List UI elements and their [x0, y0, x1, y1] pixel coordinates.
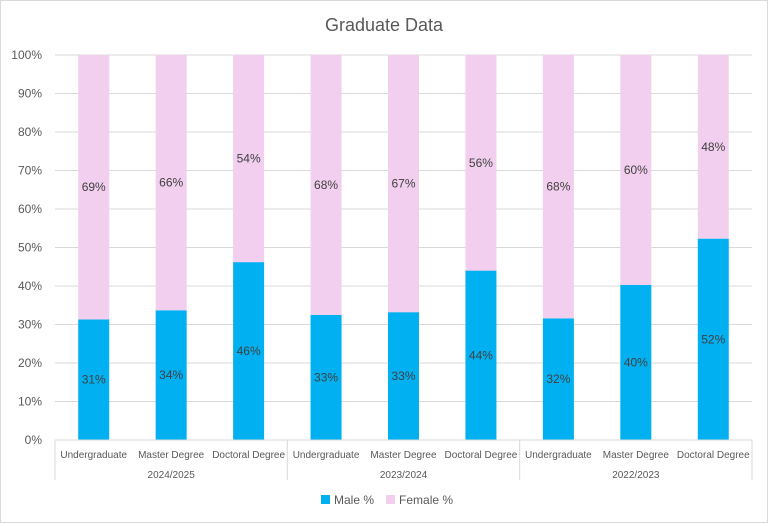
x-group-label: 2024/2025: [148, 470, 196, 481]
y-tick-label: 50%: [18, 241, 42, 255]
data-label: 52%: [701, 332, 725, 346]
x-category-label: Undergraduate: [60, 450, 127, 461]
bar-female: [78, 55, 110, 320]
bar-male: [233, 262, 265, 440]
data-label: 34%: [159, 368, 183, 382]
data-label: 68%: [546, 180, 570, 194]
data-label: 69%: [82, 180, 106, 194]
x-category-label: Undergraduate: [293, 450, 360, 461]
data-label: 54%: [237, 152, 261, 166]
bar-female: [155, 55, 187, 311]
legend-label: Female %: [399, 493, 453, 507]
bar-male: [310, 314, 342, 440]
y-tick-label: 30%: [18, 318, 42, 332]
x-category-label: Master Degree: [603, 450, 670, 461]
bar-male: [697, 238, 729, 440]
y-tick-label: 100%: [11, 48, 42, 62]
y-tick-label: 10%: [18, 395, 42, 409]
y-tick-label: 40%: [18, 279, 42, 293]
bar-female: [465, 55, 497, 271]
data-label: 33%: [314, 370, 338, 384]
x-category-label: Doctoral Degree: [445, 450, 518, 461]
data-label: 68%: [314, 178, 338, 192]
bar-female: [697, 55, 729, 239]
bar-male: [388, 312, 419, 440]
chart-title: Graduate Data: [325, 15, 444, 35]
data-label: 60%: [624, 163, 648, 177]
bar-male: [542, 318, 574, 440]
data-label: 40%: [624, 355, 648, 369]
bar-male: [620, 284, 652, 440]
bar-female: [620, 55, 652, 285]
y-tick-label: 90%: [18, 87, 42, 101]
y-tick-label: 80%: [18, 125, 42, 139]
y-tick-label: 0%: [25, 433, 43, 447]
x-category-label: Undergraduate: [525, 450, 592, 461]
data-label: 46%: [237, 344, 261, 358]
legend-swatch: [386, 495, 396, 504]
data-label: 48%: [701, 140, 725, 154]
y-tick-label: 60%: [18, 202, 42, 216]
data-label: 33%: [391, 369, 415, 383]
y-tick-label: 70%: [18, 164, 42, 178]
bar-male: [78, 319, 110, 440]
x-category-label: Master Degree: [138, 450, 205, 461]
data-label: 66%: [159, 176, 183, 190]
data-label: 44%: [469, 348, 493, 362]
data-label: 56%: [469, 156, 493, 170]
x-category-label: Master Degree: [370, 450, 437, 461]
x-category-label: Doctoral Degree: [212, 450, 285, 461]
x-group-label: 2022/2023: [612, 470, 660, 481]
legend-swatch: [321, 495, 330, 504]
bar-male: [155, 310, 187, 440]
x-group-label: 2023/2024: [380, 470, 428, 481]
x-category-label: Doctoral Degree: [677, 450, 750, 461]
y-tick-label: 20%: [18, 356, 42, 370]
bar-female: [233, 55, 265, 263]
data-label: 32%: [546, 372, 570, 386]
legend-label: Male %: [334, 493, 374, 507]
data-label: 31%: [82, 373, 106, 387]
data-label: 67%: [391, 177, 415, 191]
bar-female: [542, 55, 574, 319]
bar-female: [388, 55, 419, 313]
bar-male: [465, 270, 497, 440]
bar-female: [310, 55, 342, 315]
